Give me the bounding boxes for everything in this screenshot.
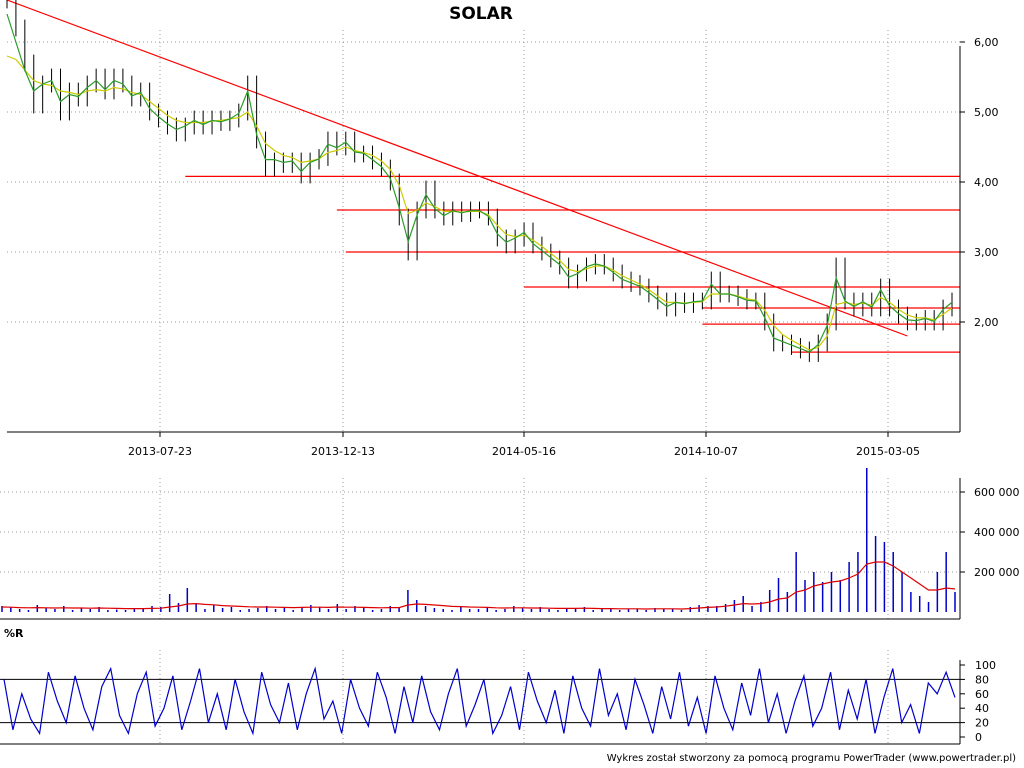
price-y-tick-label: 4,00 — [974, 176, 999, 189]
short-moving-average-line — [6, 13, 953, 353]
oscillator-y-tick-label: 60 — [975, 688, 989, 701]
price-y-tick-label: 6,00 — [974, 36, 999, 49]
volume-average-line — [1, 561, 956, 610]
oscillator-y-tick-label: 80 — [975, 673, 989, 686]
oscillator-y-tick-label: 0 — [975, 731, 982, 744]
oscillator-line — [3, 666, 956, 736]
oscillator-y-tick-label: 40 — [975, 702, 989, 715]
x-tick-label: 2013-07-23 — [128, 445, 192, 458]
oscillator-y-tick-label: 100 — [975, 659, 996, 672]
volume-y-tick-label: 400 000 — [974, 526, 1020, 539]
volume-y-tick-label: 200 000 — [974, 566, 1020, 579]
x-tick-label: 2014-05-16 — [492, 445, 556, 458]
footer-credit: Wykres został stworzony za pomocą progra… — [607, 753, 1016, 764]
x-tick-label: 2015-03-05 — [856, 445, 920, 458]
chart-title: SOLAR — [449, 4, 513, 24]
volume-y-tick-label: 600 000 — [974, 486, 1020, 499]
price-y-tick-label: 2,00 — [974, 316, 999, 329]
trendline — [6, 0, 908, 337]
oscillator-label: %R — [4, 627, 24, 640]
price-y-tick-label: 5,00 — [974, 106, 999, 119]
price-y-tick-label: 3,00 — [974, 246, 999, 259]
oscillator-y-tick-label: 20 — [975, 717, 989, 730]
x-tick-label: 2014-10-07 — [674, 445, 738, 458]
volume-pane: 200 000 400 000 600 000 — [0, 468, 1020, 620]
x-tick-label: 2013-12-13 — [311, 445, 375, 458]
price-pane: 2,00 3,00 4,00 5,00 6,00 2013-07-23 2013-12-1… — [6, 0, 999, 458]
